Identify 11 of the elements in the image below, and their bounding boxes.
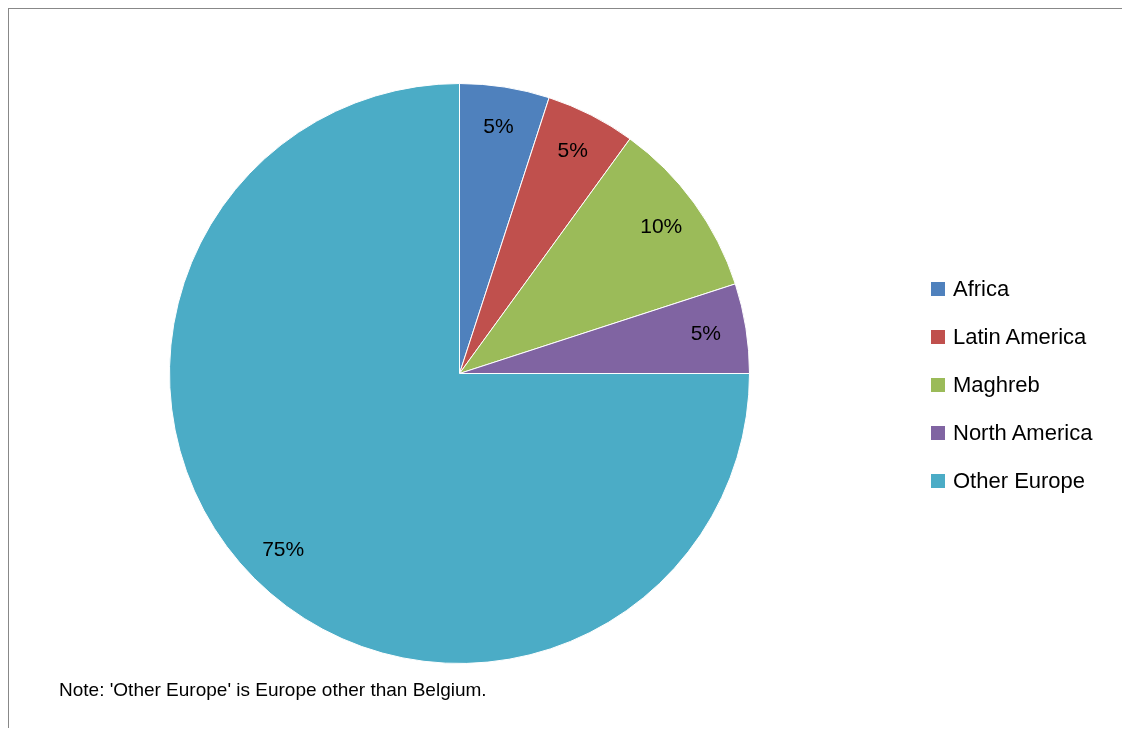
legend-label: Latin America xyxy=(953,324,1087,350)
legend-label: Other Europe xyxy=(953,468,1086,494)
data-label: 75% xyxy=(262,536,305,560)
legend-label: Maghreb xyxy=(953,372,1040,398)
data-label: 5% xyxy=(690,321,722,345)
legend-label: North America xyxy=(953,420,1093,446)
data-label: 10% xyxy=(640,213,683,237)
text: Note: 'Other Europe' is Europe other than Belgium. xyxy=(59,679,487,701)
data-label: 5% xyxy=(483,113,514,137)
data-label: 5% xyxy=(557,138,588,162)
legend-label: Africa xyxy=(953,276,1010,302)
